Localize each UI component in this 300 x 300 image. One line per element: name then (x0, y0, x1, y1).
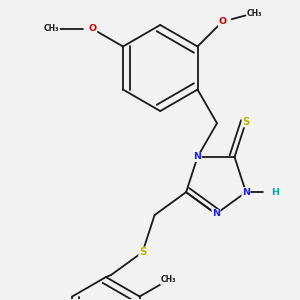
Text: N: N (194, 152, 202, 161)
Text: O: O (88, 25, 97, 34)
Text: CH₃: CH₃ (44, 25, 59, 34)
Text: O: O (218, 17, 226, 26)
Text: N: N (242, 188, 250, 197)
Text: CH₃: CH₃ (160, 275, 176, 284)
Text: N: N (212, 209, 220, 218)
Text: H: H (271, 188, 279, 197)
Text: CH₃: CH₃ (247, 9, 262, 18)
Text: S: S (139, 247, 146, 257)
Text: S: S (242, 117, 250, 127)
